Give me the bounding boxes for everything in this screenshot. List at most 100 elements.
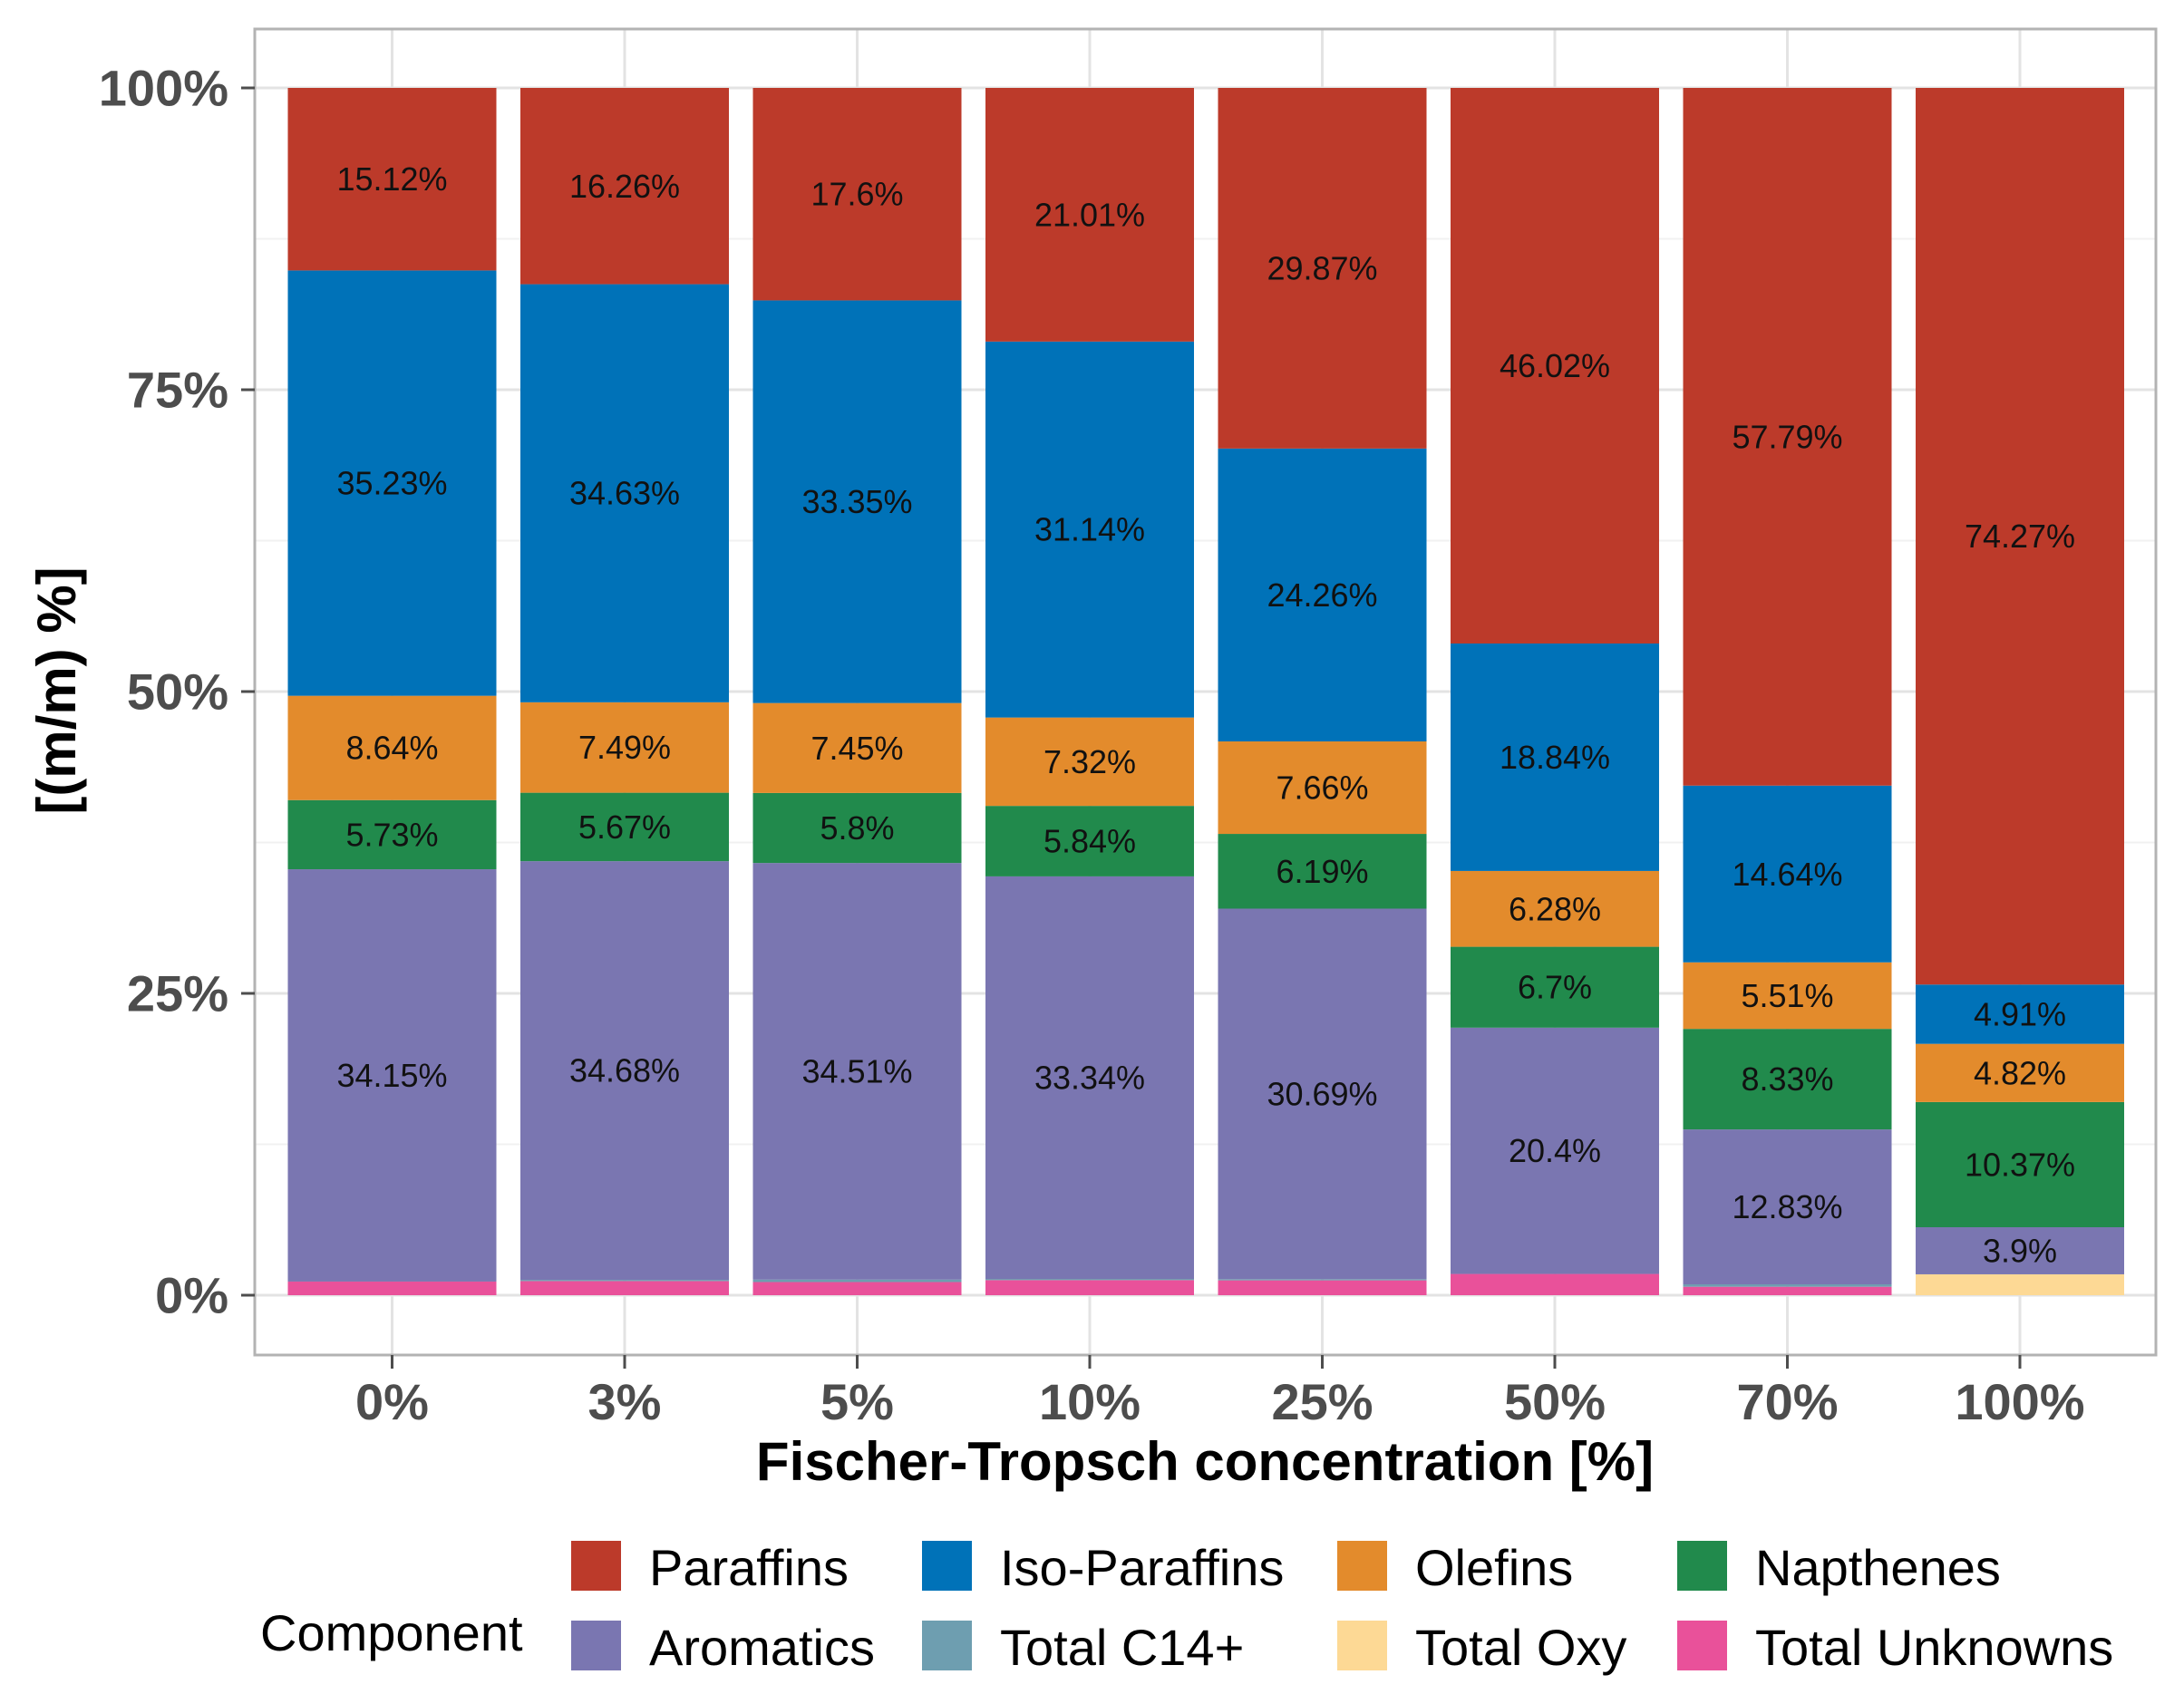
- data-label-olefins-6: 5.51%: [1741, 977, 1833, 1014]
- bar-segment-total-c14--4: [1218, 1279, 1427, 1281]
- data-label-napthenes-0: 5.73%: [345, 816, 438, 853]
- legend-swatch-iso-paraffins: [922, 1541, 972, 1591]
- data-label-olefins-3: 7.32%: [1043, 743, 1136, 780]
- bar-segment-napthenes-3: [985, 806, 1194, 876]
- bar-segment-paraffins-6: [1683, 88, 1892, 786]
- data-label-iso-paraffins-3: 31.14%: [1034, 511, 1145, 548]
- bar-segment-total-c14--3: [985, 1279, 1194, 1281]
- bar-segment-total-unknowns-3: [985, 1280, 1194, 1295]
- bar-segment-paraffins-5: [1451, 88, 1659, 644]
- data-label-napthenes-7: 10.37%: [1965, 1146, 2075, 1183]
- data-label-paraffins-1: 16.26%: [569, 168, 680, 205]
- bar-segment-napthenes-6: [1683, 1029, 1892, 1130]
- legend-title: Component: [260, 1604, 523, 1661]
- x-tick-label: 25%: [1271, 1373, 1373, 1430]
- legend-swatch-olefins: [1337, 1541, 1387, 1591]
- bar-segment-paraffins-1: [520, 88, 729, 285]
- bar-segment-napthenes-7: [1916, 1101, 2124, 1228]
- data-label-aromatics-0: 34.15%: [336, 1057, 447, 1094]
- x-tick-label: 10%: [1039, 1373, 1141, 1430]
- legend-swatch-total-unknowns: [1677, 1621, 1727, 1670]
- legend-label-napthenes: Napthenes: [1755, 1539, 2001, 1596]
- bar-segment-total-unknowns-4: [1218, 1280, 1427, 1295]
- data-label-aromatics-7: 3.9%: [1983, 1232, 2057, 1269]
- data-label-olefins-5: 6.28%: [1509, 890, 1601, 927]
- x-tick-label: 3%: [588, 1373, 662, 1430]
- data-label-paraffins-6: 57.79%: [1732, 418, 1842, 455]
- data-label-olefins-1: 7.49%: [578, 729, 671, 766]
- data-label-iso-paraffins-1: 34.63%: [569, 475, 680, 512]
- data-label-olefins-4: 7.66%: [1276, 770, 1368, 807]
- bar-segment-iso-paraffins-5: [1451, 643, 1659, 871]
- bar-segment-olefins-6: [1683, 962, 1892, 1030]
- legend-swatch-total-c14-: [922, 1621, 972, 1670]
- y-tick-label: 25%: [127, 965, 228, 1022]
- data-label-olefins-7: 4.82%: [1974, 1054, 2066, 1091]
- legend-label-iso-paraffins: Iso-Paraffins: [1000, 1539, 1284, 1596]
- bar-segment-total-unknowns-0: [287, 1281, 497, 1295]
- bars: [287, 88, 2124, 1295]
- legend-label-aromatics: Aromatics: [649, 1619, 875, 1676]
- x-axis-ticks: 0% 3% 5% 10% 25% 50% 70% 100%: [355, 1355, 2085, 1430]
- bar-segment-aromatics-2: [752, 863, 962, 1280]
- bar-segment-iso-paraffins-4: [1218, 448, 1427, 742]
- bar-segment-total-unknowns-2: [752, 1282, 962, 1295]
- y-tick-label: 0%: [155, 1267, 228, 1324]
- y-axis-ticks: 0% 25% 50% 75% 100%: [99, 60, 255, 1324]
- legend-label-total-oxy: Total Oxy: [1415, 1619, 1626, 1676]
- data-label-napthenes-3: 5.84%: [1043, 823, 1136, 860]
- data-label-iso-paraffins-7: 4.91%: [1974, 995, 2066, 1032]
- bar-segment-olefins-5: [1451, 870, 1659, 947]
- bar-segment-paraffins-0: [287, 88, 497, 271]
- data-label-iso-paraffins-5: 18.84%: [1500, 739, 1610, 776]
- data-label-iso-paraffins-6: 14.64%: [1732, 856, 1842, 893]
- bar-segment-olefins-1: [520, 702, 729, 793]
- bar-segment-olefins-4: [1218, 741, 1427, 835]
- bar-segment-paraffins-4: [1218, 88, 1427, 449]
- bar-segment-total-c14--1: [520, 1280, 729, 1282]
- bar-segment-aromatics-4: [1218, 908, 1427, 1280]
- data-label-aromatics-6: 12.83%: [1732, 1188, 1842, 1225]
- bar-segment-aromatics-6: [1683, 1129, 1892, 1285]
- data-label-paraffins-0: 15.12%: [336, 160, 447, 198]
- legend-swatch-aromatics: [571, 1621, 621, 1670]
- bar-segment-total-unknowns-5: [1451, 1273, 1659, 1295]
- y-tick-label: 100%: [99, 60, 228, 117]
- bar-segment-total-c14--2: [752, 1279, 962, 1283]
- bar-segment-aromatics-1: [520, 861, 729, 1281]
- data-label-iso-paraffins-4: 24.26%: [1267, 576, 1377, 614]
- x-tick-label: 0%: [355, 1373, 429, 1430]
- y-tick-label: 50%: [127, 663, 228, 721]
- bar-segment-total-oxy-7: [1916, 1273, 2124, 1295]
- data-label-napthenes-5: 6.7%: [1518, 969, 1592, 1006]
- data-label-paraffins-7: 74.27%: [1965, 518, 2075, 555]
- data-label-napthenes-6: 8.33%: [1741, 1060, 1833, 1098]
- bar-segment-napthenes-0: [287, 799, 497, 870]
- segment-labels: 34.15% 5.73% 8.64% 35.23% 15.12% 34.68% 5.67% 7…: [336, 160, 2075, 1269]
- bar-segment-olefins-7: [1916, 1043, 2124, 1102]
- bar-segment-iso-paraffins-6: [1683, 785, 1892, 963]
- data-label-olefins-2: 7.45%: [811, 730, 903, 767]
- data-label-napthenes-1: 5.67%: [578, 808, 671, 846]
- bar-segment-napthenes-4: [1218, 834, 1427, 909]
- x-tick-label: 5%: [820, 1373, 894, 1430]
- bar-segment-iso-paraffins-0: [287, 270, 497, 696]
- bar-segment-total-unknowns-1: [520, 1281, 729, 1295]
- data-label-aromatics-3: 33.34%: [1034, 1059, 1145, 1096]
- bar-segment-total-c14--6: [1683, 1284, 1892, 1287]
- legend-label-total-c14-: Total C14+: [1000, 1619, 1244, 1676]
- bar-segment-aromatics-7: [1916, 1227, 2124, 1274]
- data-label-paraffins-2: 17.6%: [811, 176, 903, 213]
- bar-segment-aromatics-0: [287, 869, 497, 1282]
- bar-segment-iso-paraffins-3: [985, 341, 1194, 718]
- legend-swatch-paraffins: [571, 1541, 621, 1591]
- data-label-aromatics-4: 30.69%: [1267, 1075, 1377, 1112]
- data-label-aromatics-2: 34.51%: [801, 1052, 912, 1089]
- bar-segment-aromatics-3: [985, 876, 1194, 1280]
- bar-segment-napthenes-1: [520, 792, 729, 862]
- bar-segment-olefins-3: [985, 717, 1194, 807]
- bar-segment-paraffins-3: [985, 88, 1194, 342]
- x-axis-title: Fischer-Tropsch concentration [%]: [756, 1431, 1654, 1492]
- legend-label-total-unknowns: Total Unknowns: [1755, 1619, 2113, 1676]
